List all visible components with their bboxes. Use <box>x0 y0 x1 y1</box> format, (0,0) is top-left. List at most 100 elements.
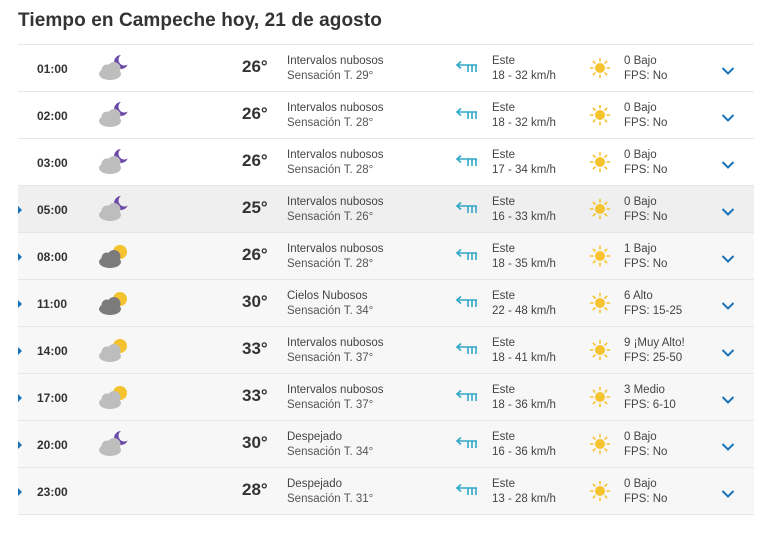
forecast-row[interactable]: 20:00 30° Despejado Sensación T. 34° Est… <box>18 421 754 468</box>
wind-direction: Este <box>492 384 516 396</box>
wind-direction-icon <box>455 389 479 405</box>
fps-label: FPS: No <box>624 493 668 505</box>
wind-direction: Este <box>492 196 516 208</box>
wind-direction: Este <box>492 290 516 302</box>
fps-label: FPS: No <box>624 211 668 223</box>
wind-direction: Este <box>492 102 516 114</box>
fps-label: FPS: No <box>624 258 668 270</box>
wind-speed: 13 - 28 km/h <box>492 493 556 505</box>
temperature: 30° <box>242 433 268 452</box>
uv-sun-icon <box>589 386 611 408</box>
hour-label: 01:00 <box>37 62 68 76</box>
chevron-down-icon[interactable] <box>721 439 735 451</box>
row-caret-icon <box>18 441 22 449</box>
wind-direction-icon <box>455 483 479 499</box>
wind-speed: 18 - 35 km/h <box>492 258 556 270</box>
chevron-down-icon[interactable] <box>721 345 735 357</box>
chevron-down-icon[interactable] <box>721 392 735 404</box>
chevron-down-icon[interactable] <box>721 204 735 216</box>
temperature: 26° <box>242 104 268 123</box>
wind: Este 16 - 33 km/h <box>492 195 556 225</box>
condition-label: Intervalos nubosos <box>287 243 384 255</box>
cloud-moon-icon <box>94 429 134 459</box>
uv-label: 0 Bajo <box>624 196 657 208</box>
condition: Intervalos nubosos Sensación T. 29° <box>287 54 384 84</box>
uv-index: 1 Bajo FPS: No <box>624 242 667 272</box>
feels-like: Sensación T. 28° <box>287 258 374 270</box>
fps-label: FPS: No <box>624 117 668 129</box>
hour-label: 02:00 <box>37 109 68 123</box>
moon-icon <box>94 476 134 506</box>
temperature: 33° <box>242 386 268 405</box>
condition: Cielos Nubosos Sensación T. 34° <box>287 289 373 319</box>
chevron-down-icon[interactable] <box>721 63 735 75</box>
uv-index: 0 Bajo FPS: No <box>624 101 667 131</box>
forecast-row[interactable]: 01:00 26° Intervalos nubosos Sensación T… <box>18 45 754 92</box>
feels-like: Sensación T. 37° <box>287 352 374 364</box>
wind-direction-icon <box>455 342 479 358</box>
uv-index: 0 Bajo FPS: No <box>624 477 667 507</box>
hour-label: 17:00 <box>37 391 68 405</box>
uv-label: 0 Bajo <box>624 431 657 443</box>
wind: Este 18 - 32 km/h <box>492 54 556 84</box>
uv-label: 6 Alto <box>624 290 653 302</box>
forecast-row[interactable]: 17:00 33° Intervalos nubosos Sensación T… <box>18 374 754 421</box>
uv-sun-icon <box>589 151 611 173</box>
wind: Este 18 - 35 km/h <box>492 242 556 272</box>
row-caret-icon <box>18 253 22 261</box>
uv-index: 0 Bajo FPS: No <box>624 195 667 225</box>
wind: Este 16 - 36 km/h <box>492 430 556 460</box>
feels-like: Sensación T. 31° <box>287 493 374 505</box>
cloud-sun-icon <box>94 335 134 365</box>
uv-label: 0 Bajo <box>624 55 657 67</box>
forecast-row[interactable]: 14:00 33° Intervalos nubosos Sensación T… <box>18 327 754 374</box>
fps-label: FPS: 6-10 <box>624 399 676 411</box>
feels-like: Sensación T. 28° <box>287 117 374 129</box>
wind-speed: 16 - 36 km/h <box>492 446 556 458</box>
uv-sun-icon <box>589 104 611 126</box>
forecast-row[interactable]: 11:00 30° Cielos Nubosos Sensación T. 34… <box>18 280 754 327</box>
chevron-down-icon[interactable] <box>721 251 735 263</box>
forecast-row[interactable]: 02:00 26° Intervalos nubosos Sensación T… <box>18 92 754 139</box>
hour-label: 23:00 <box>37 485 68 499</box>
chevron-down-icon[interactable] <box>721 110 735 122</box>
condition-label: Despejado <box>287 478 342 490</box>
forecast-row[interactable]: 08:00 26° Intervalos nubosos Sensación T… <box>18 233 754 280</box>
condition: Intervalos nubosos Sensación T. 28° <box>287 101 384 131</box>
feels-like: Sensación T. 34° <box>287 305 374 317</box>
wind-direction: Este <box>492 243 516 255</box>
chevron-down-icon[interactable] <box>721 486 735 498</box>
wind-direction: Este <box>492 478 516 490</box>
feels-like: Sensación T. 34° <box>287 446 374 458</box>
wind-direction-icon <box>455 295 479 311</box>
hour-label: 20:00 <box>37 438 68 452</box>
uv-index: 3 Medio FPS: 6-10 <box>624 383 676 413</box>
uv-index: 6 Alto FPS: 15-25 <box>624 289 682 319</box>
forecast-row[interactable]: 05:00 25° Intervalos nubosos Sensación T… <box>18 186 754 233</box>
uv-index: 0 Bajo FPS: No <box>624 430 667 460</box>
cloud-moon-icon <box>94 147 134 177</box>
condition: Intervalos nubosos Sensación T. 37° <box>287 383 384 413</box>
fps-label: FPS: No <box>624 164 668 176</box>
wind-speed: 18 - 32 km/h <box>492 70 556 82</box>
feels-like: Sensación T. 28° <box>287 164 374 176</box>
uv-sun-icon <box>589 57 611 79</box>
hour-label: 08:00 <box>37 250 68 264</box>
wind-speed: 18 - 32 km/h <box>492 117 556 129</box>
feels-like: Sensación T. 37° <box>287 399 374 411</box>
chevron-down-icon[interactable] <box>721 298 735 310</box>
forecast-row[interactable]: 23:00 28° Despejado Sensación T. 31° Est… <box>18 468 754 515</box>
forecast-row[interactable]: 03:00 26° Intervalos nubosos Sensación T… <box>18 139 754 186</box>
chevron-down-icon[interactable] <box>721 157 735 169</box>
hour-label: 05:00 <box>37 203 68 217</box>
fps-label: FPS: 25-50 <box>624 352 683 364</box>
uv-label: 0 Bajo <box>624 102 657 114</box>
uv-label: 1 Bajo <box>624 243 657 255</box>
uv-label: 3 Medio <box>624 384 665 396</box>
condition-label: Cielos Nubosos <box>287 290 368 302</box>
uv-label: 9 ¡Muy Alto! <box>624 337 685 349</box>
feels-like: Sensación T. 26° <box>287 211 374 223</box>
condition-label: Intervalos nubosos <box>287 102 384 114</box>
condition: Intervalos nubosos Sensación T. 26° <box>287 195 384 225</box>
feels-like: Sensación T. 29° <box>287 70 374 82</box>
